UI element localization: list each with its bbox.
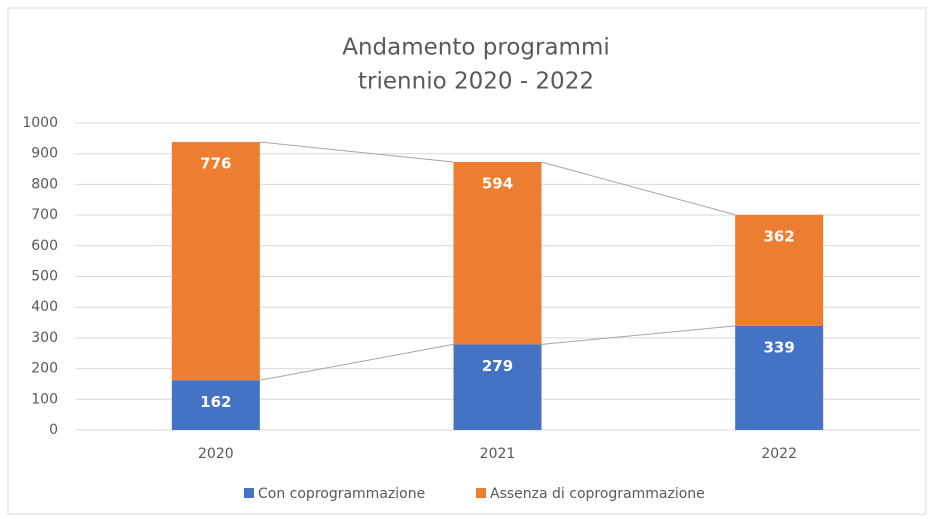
data-label: 279 xyxy=(482,357,513,375)
y-tick-label: 400 xyxy=(31,299,58,315)
bar-segment xyxy=(453,161,542,345)
y-tick-label: 900 xyxy=(31,146,58,162)
y-tick-label: 100 xyxy=(31,391,58,407)
legend-label: Assenza di coprogrammazione xyxy=(490,486,705,502)
bar-segment xyxy=(453,344,542,430)
series-line xyxy=(541,161,736,216)
bar-segment xyxy=(171,380,260,430)
x-tick-label: 2022 xyxy=(761,446,797,462)
y-tick-label: 800 xyxy=(31,176,58,192)
y-tick-label: 1000 xyxy=(22,115,58,131)
chart-title: triennio 2020 - 2022 xyxy=(358,69,594,95)
bar-segment xyxy=(171,142,260,381)
y-tick-label: 300 xyxy=(31,330,58,346)
data-label: 776 xyxy=(200,155,231,173)
series-line xyxy=(259,343,454,381)
chart-title: Andamento programmi xyxy=(342,35,610,61)
legend-swatch xyxy=(244,488,254,498)
series-line xyxy=(259,141,454,163)
y-tick-label: 600 xyxy=(31,238,58,254)
x-tick-label: 2021 xyxy=(480,446,516,462)
data-label: 362 xyxy=(764,227,795,245)
y-tick-label: 700 xyxy=(31,207,58,223)
legend-label: Con coprogrammazione xyxy=(258,486,425,502)
data-label: 339 xyxy=(764,338,795,356)
y-tick-label: 200 xyxy=(31,361,58,377)
bar-segment xyxy=(735,325,824,430)
series-line xyxy=(541,325,736,345)
x-tick-label: 2020 xyxy=(198,446,234,462)
y-tick-label: 500 xyxy=(31,269,58,285)
legend-swatch xyxy=(476,488,486,498)
bar-segment xyxy=(735,214,824,326)
y-tick-label: 0 xyxy=(49,422,58,438)
data-label: 162 xyxy=(200,393,231,411)
data-label: 594 xyxy=(482,174,513,192)
